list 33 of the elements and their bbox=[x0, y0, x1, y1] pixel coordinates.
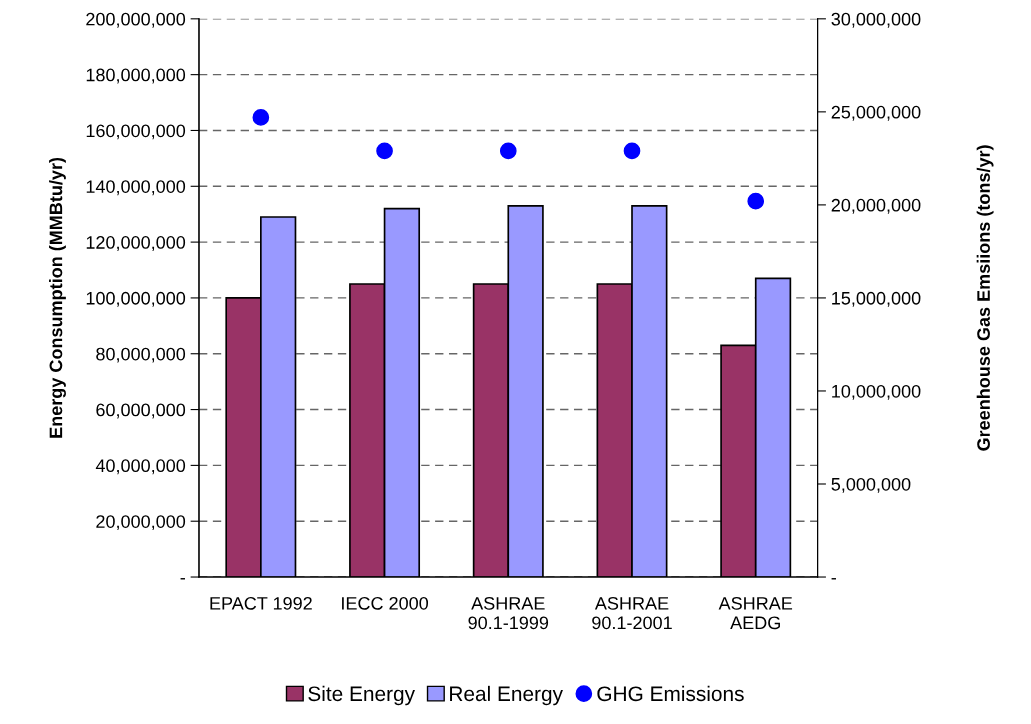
y-tick-label: 180,000,000 bbox=[86, 68, 186, 84]
y2-tick-label: 5,000,000 bbox=[831, 477, 911, 493]
y-tick-label: 20,000,000 bbox=[96, 515, 186, 531]
point bbox=[623, 142, 641, 160]
x-tick-label: EPACT 1992 bbox=[210, 596, 312, 610]
y-tick-label: 80,000,000 bbox=[96, 347, 186, 363]
y2-tick-label: 20,000,000 bbox=[831, 198, 921, 214]
y-tick-label: 160,000,000 bbox=[86, 124, 186, 140]
point bbox=[376, 142, 393, 160]
legend-label: Site Energy bbox=[308, 685, 415, 706]
point bbox=[499, 142, 517, 160]
x-tick-label: ASHRAE 90.1-2001 bbox=[592, 596, 672, 630]
y-tick-label: 140,000,000 bbox=[86, 180, 186, 196]
y-tick-label: 40,000,000 bbox=[95, 459, 186, 475]
y-axis-title: Energy Consumption (MMBtu/yr) bbox=[49, 157, 66, 438]
y-tick-label: 100,000,000 bbox=[86, 291, 186, 307]
y-tick-label: 200,000,000 bbox=[86, 12, 186, 28]
point bbox=[252, 109, 270, 126]
y-tick-label: 60,000,000 bbox=[96, 403, 186, 419]
y2-tick-label: 15,000,000 bbox=[832, 291, 921, 307]
y2-tick-label: - bbox=[831, 578, 836, 580]
y-tick-label: 120,000,000 bbox=[86, 236, 186, 251]
y2-tick-label: 10,000,000 bbox=[832, 384, 921, 400]
legend-label: Real Energy bbox=[450, 685, 563, 706]
y2-tick-label: 30,000,000 bbox=[831, 12, 921, 28]
x-tick-label: IECC 2000 bbox=[342, 596, 429, 610]
x-tick-label: ASHRAE AEDG bbox=[718, 596, 793, 630]
x-tick-label: ASHRAE 90.1-1999 bbox=[468, 596, 549, 630]
y2-tick-label: 25,000,000 bbox=[831, 105, 921, 121]
legend-label: GHG Emissions bbox=[597, 685, 744, 702]
y-tick-label: - bbox=[180, 578, 185, 580]
point bbox=[747, 192, 765, 210]
y2-axis-title: Greenhouse Gas Emsiions (tons/yr) bbox=[976, 145, 994, 451]
